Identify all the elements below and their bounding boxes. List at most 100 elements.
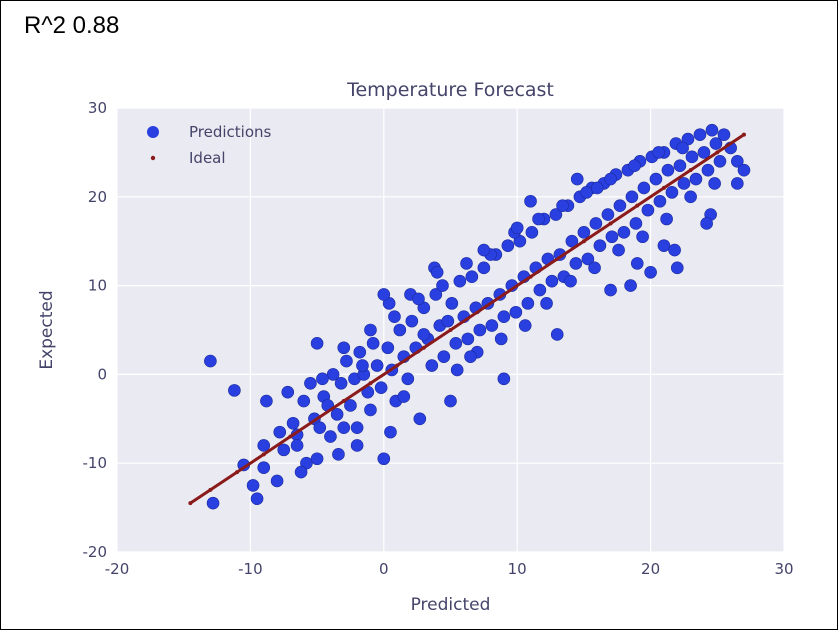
prediction-point [429, 288, 443, 301]
chart-title: Temperature Forecast [346, 79, 554, 101]
prediction-point [693, 128, 707, 141]
prediction-point [494, 332, 508, 346]
prediction-point [370, 359, 384, 372]
prediction-point [629, 217, 643, 230]
prediction-point [532, 212, 545, 226]
prediction-point [324, 430, 337, 443]
prediction-point [540, 297, 553, 310]
x-tick-label: 20 [641, 560, 660, 578]
prediction-point [565, 234, 579, 248]
prediction-point [304, 376, 317, 390]
y-tick-label: -10 [83, 454, 108, 472]
prediction-point [204, 354, 217, 368]
prediction-point [685, 150, 699, 164]
prediction-point [350, 421, 364, 434]
prediction-point [290, 439, 304, 452]
prediction-point [665, 186, 679, 199]
prediction-point [337, 421, 351, 434]
ideal-line-overlay [189, 133, 745, 505]
prediction-point [366, 337, 380, 350]
x-axis-label: Predicted [411, 595, 491, 615]
prediction-point [605, 230, 619, 244]
y-tick-label: 0 [97, 365, 107, 383]
prediction-point [731, 177, 744, 190]
prediction-point [286, 416, 300, 430]
prediction-point [731, 154, 744, 168]
legend-predictions-label: Predictions [189, 123, 272, 141]
prediction-point [377, 452, 391, 466]
prediction-point [521, 297, 535, 310]
prediction-point [310, 337, 324, 350]
prediction-point [588, 261, 601, 275]
prediction-point [570, 172, 584, 186]
prediction-point [206, 496, 220, 510]
prediction-point [713, 154, 727, 168]
prediction-point [441, 314, 455, 328]
prediction-point [684, 190, 697, 204]
prediction-point [590, 181, 604, 195]
prediction-point [444, 394, 457, 408]
prediction-point [641, 203, 655, 217]
prediction-point [677, 177, 691, 190]
prediction-point [364, 403, 377, 417]
prediction-point [617, 226, 631, 239]
legend-ideal-marker [150, 155, 156, 161]
prediction-point [612, 243, 625, 257]
prediction-point [350, 439, 364, 452]
prediction-point [670, 261, 684, 275]
prediction-point [668, 243, 681, 257]
legend-ideal-label: Ideal [189, 149, 226, 167]
ideal-line [189, 133, 745, 505]
prediction-point [501, 239, 515, 252]
prediction-point [533, 283, 547, 297]
prediction-point [569, 257, 583, 270]
prediction-point [673, 159, 687, 173]
prediction-point [737, 163, 751, 177]
x-tick-label: -20 [105, 560, 130, 578]
prediction-point [273, 425, 287, 439]
prediction-point [473, 323, 487, 337]
prediction-point [524, 194, 537, 208]
prediction-point [708, 177, 721, 190]
prediction-point [657, 239, 671, 252]
prediction-point [316, 372, 329, 386]
prediction-point [604, 172, 617, 186]
prediction-point [613, 199, 627, 212]
prediction-point [436, 279, 449, 292]
prediction-point [705, 123, 719, 137]
prediction-point [377, 288, 391, 301]
prediction-point [334, 376, 348, 390]
prediction-point [413, 412, 427, 426]
prediction-point [676, 141, 689, 155]
prediction-point [270, 474, 284, 488]
prediction-point [250, 492, 264, 506]
prediction-point [485, 319, 499, 332]
prediction-point [393, 323, 407, 337]
x-tick-label: 0 [379, 560, 389, 578]
grid-lines [116, 107, 785, 553]
prediction-point [624, 279, 637, 292]
prediction-point [593, 239, 607, 252]
prediction-point [257, 439, 271, 452]
y-tick-label: -20 [83, 543, 108, 561]
legend-predictions-marker [147, 126, 159, 138]
prediction-point [246, 479, 260, 492]
prediction-point [412, 292, 425, 306]
prediction-point [464, 350, 477, 363]
prediction-point [405, 314, 419, 328]
prediction-point [580, 186, 593, 199]
prediction-point [601, 208, 615, 221]
prediction-point [545, 274, 559, 288]
prediction-point [281, 385, 295, 399]
prediction-point [337, 341, 351, 355]
prediction-point [313, 421, 327, 434]
prediction-point [604, 283, 617, 297]
prediction-point [689, 172, 703, 186]
prediction-point [709, 137, 723, 150]
prediction-point [330, 408, 344, 421]
prediction-point [374, 381, 388, 395]
prediction-point [477, 243, 491, 257]
prediction-point [700, 217, 713, 230]
prediction-point [257, 461, 271, 474]
prediction-point [653, 194, 667, 208]
